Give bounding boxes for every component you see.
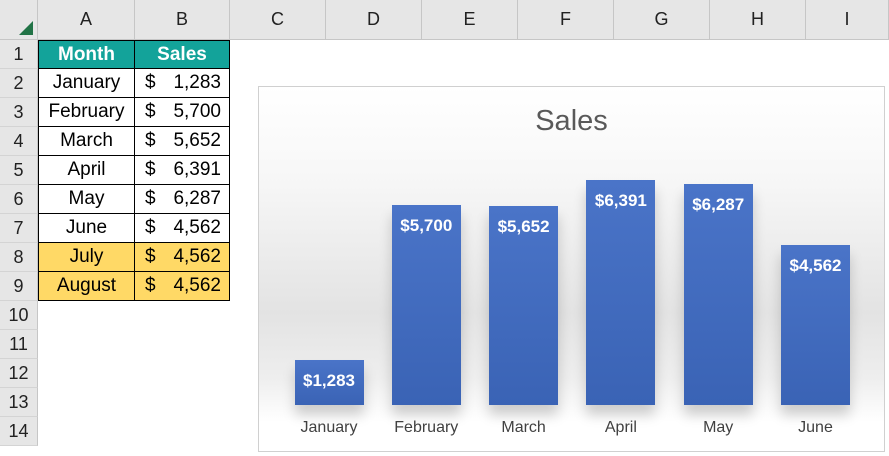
cell-sales[interactable]: $6,391 xyxy=(134,155,230,185)
row-header-6[interactable]: 6 xyxy=(0,185,38,214)
cell-month[interactable]: June xyxy=(38,213,135,243)
row-header-14[interactable]: 14 xyxy=(0,417,38,446)
category-label-june: June xyxy=(798,419,833,436)
currency-symbol: $ xyxy=(145,246,156,267)
row-header-11[interactable]: 11 xyxy=(0,330,38,359)
sales-value: 4,562 xyxy=(173,275,221,296)
cell-sales-highlighted[interactable]: $4,562 xyxy=(134,271,230,301)
column-header-i[interactable]: I xyxy=(806,0,889,40)
row-header-7[interactable]: 7 xyxy=(0,214,38,243)
cell-month[interactable]: May xyxy=(38,184,135,214)
column-header-h[interactable]: H xyxy=(710,0,806,40)
currency-symbol: $ xyxy=(145,72,156,93)
row-header-2[interactable]: 2 xyxy=(0,69,38,98)
currency-symbol: $ xyxy=(145,275,156,296)
data-label-june: $4,562 xyxy=(789,255,842,275)
column-header-e[interactable]: E xyxy=(422,0,518,40)
bar-january[interactable] xyxy=(294,359,364,405)
column-header-c[interactable]: C xyxy=(230,0,326,40)
currency-symbol: $ xyxy=(145,217,156,238)
category-label-march: March xyxy=(501,419,546,436)
column-header-f[interactable]: F xyxy=(518,0,614,40)
cell-sales[interactable]: $5,700 xyxy=(134,97,230,127)
sales-value: 4,562 xyxy=(173,217,221,238)
row-header-9[interactable]: 9 xyxy=(0,272,38,301)
sales-value: 1,283 xyxy=(173,72,221,93)
category-label-may: May xyxy=(703,419,734,436)
data-label-january: $1,283 xyxy=(303,370,355,390)
column-header-d[interactable]: D xyxy=(326,0,422,40)
column-header-g[interactable]: G xyxy=(614,0,710,40)
select-all-triangle-icon xyxy=(19,21,33,35)
cell-month[interactable]: January xyxy=(38,68,135,98)
bar-february[interactable] xyxy=(391,204,461,405)
column-header-b[interactable]: B xyxy=(135,0,230,40)
sales-value: 6,287 xyxy=(173,188,221,209)
sales-bar-chart[interactable]: Sales $1,283 January $5,700 February $5,652 M… xyxy=(258,86,885,452)
row-header-1[interactable]: 1 xyxy=(0,40,38,69)
row-header-13[interactable]: 13 xyxy=(0,388,38,417)
header-cell-sales[interactable]: Sales xyxy=(134,40,230,69)
sales-value: 6,391 xyxy=(173,159,221,180)
cell-sales[interactable]: $5,652 xyxy=(134,126,230,156)
sales-value: 5,652 xyxy=(173,130,221,151)
header-cell-month[interactable]: Month xyxy=(38,40,135,69)
cell-month-highlighted[interactable]: August xyxy=(38,271,135,301)
category-label-january: January xyxy=(300,419,358,436)
cell-month[interactable]: March xyxy=(38,126,135,156)
data-label-march: $5,652 xyxy=(497,217,550,237)
data-label-february: $5,700 xyxy=(400,215,453,235)
bar-april[interactable] xyxy=(586,180,656,405)
bar-june[interactable] xyxy=(781,244,850,405)
cell-sales[interactable]: $1,283 xyxy=(134,68,230,98)
currency-symbol: $ xyxy=(145,188,156,209)
row-header-10[interactable]: 10 xyxy=(0,301,38,330)
cell-month[interactable]: April xyxy=(38,155,135,185)
data-label-may: $6,287 xyxy=(692,195,745,215)
data-label-april: $6,391 xyxy=(594,191,647,211)
category-label-april: April xyxy=(604,419,637,436)
cell-sales[interactable]: $6,287 xyxy=(134,184,230,214)
bar-march[interactable] xyxy=(489,206,559,405)
cell-month-highlighted[interactable]: July xyxy=(38,242,135,272)
row-header-5[interactable]: 5 xyxy=(0,156,38,185)
row-header-8[interactable]: 8 xyxy=(0,243,38,272)
row-header-3[interactable]: 3 xyxy=(0,98,38,127)
cell-sales[interactable]: $4,562 xyxy=(134,213,230,243)
row-header-12[interactable]: 12 xyxy=(0,359,38,388)
sales-value: 5,700 xyxy=(173,101,221,122)
currency-symbol: $ xyxy=(145,159,156,180)
category-label-february: February xyxy=(394,419,459,436)
row-header-4[interactable]: 4 xyxy=(0,127,38,156)
cell-month[interactable]: February xyxy=(38,97,135,127)
currency-symbol: $ xyxy=(145,130,156,151)
sales-value: 4,562 xyxy=(173,246,221,267)
chart-title: Sales xyxy=(535,105,608,137)
select-all-corner[interactable] xyxy=(0,0,38,40)
cell-sales-highlighted[interactable]: $4,562 xyxy=(134,242,230,272)
column-header-a[interactable]: A xyxy=(38,0,135,40)
currency-symbol: $ xyxy=(145,101,156,122)
bar-may[interactable] xyxy=(683,184,753,405)
